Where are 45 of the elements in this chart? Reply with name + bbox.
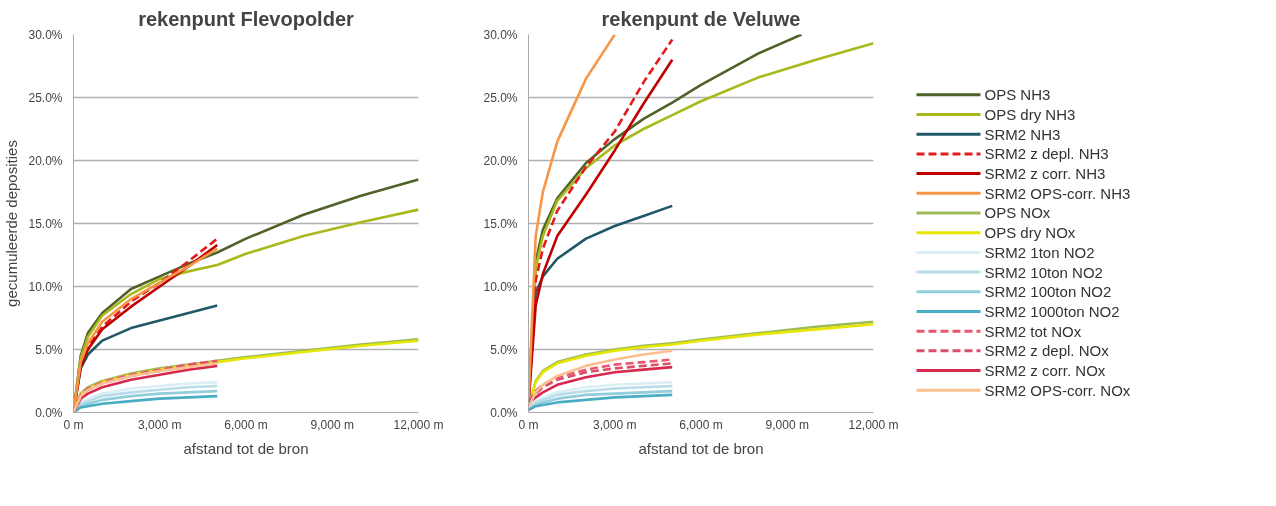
- x-axis-title: afstand tot de bron: [638, 439, 764, 457]
- y-tick-label: 30.0%: [28, 27, 63, 42]
- legend-label: SRM2 z corr. NH3: [984, 165, 1106, 183]
- y-tick-label: 20.0%: [28, 153, 63, 168]
- y-tick-label: 20.0%: [483, 153, 518, 168]
- x-tick-label: 6,000 m: [224, 417, 268, 432]
- y-tick-label: 0.0%: [35, 405, 63, 420]
- legend-label: SRM2 z depl. NOx: [984, 342, 1110, 360]
- y-tick-label: 30.0%: [483, 27, 518, 42]
- chart-title: rekenpunt de Veluwe: [601, 7, 801, 30]
- legend-label: OPS dry NH3: [984, 106, 1076, 124]
- y-axis-title: gecumuleerde deposities: [3, 140, 21, 307]
- x-tick-label: 12,000 m: [393, 417, 444, 432]
- y-tick-label: 0.0%: [490, 405, 518, 420]
- y-tick-label: 25.0%: [483, 90, 518, 105]
- y-tick-label: 10.0%: [28, 279, 63, 294]
- y-tick-label: 10.0%: [483, 279, 518, 294]
- legend-label: SRM2 100ton NO2: [984, 283, 1112, 301]
- x-tick-label: 0 m: [518, 417, 539, 432]
- x-axis-title: afstand tot de bron: [183, 439, 309, 457]
- x-tick-label: 0 m: [63, 417, 84, 432]
- y-tick-label: 15.0%: [483, 216, 518, 231]
- y-tick-label: 5.0%: [490, 342, 518, 357]
- legend-label: SRM2 z corr. NOx: [984, 362, 1106, 380]
- legend-label: OPS NOx: [984, 204, 1051, 222]
- x-tick-label: 3,000 m: [593, 417, 637, 432]
- y-tick-label: 5.0%: [35, 342, 63, 357]
- legend-label: SRM2 10ton NO2: [984, 263, 1103, 281]
- x-tick-label: 9,000 m: [765, 417, 809, 432]
- legend-label: SRM2 z depl. NH3: [984, 145, 1109, 163]
- x-tick-label: 6,000 m: [679, 417, 723, 432]
- x-tick-label: 3,000 m: [138, 417, 182, 432]
- legend-label: SRM2 1ton NO2: [984, 243, 1095, 261]
- chart-title: rekenpunt Flevopolder: [138, 7, 355, 30]
- y-tick-label: 25.0%: [28, 90, 63, 105]
- x-tick-label: 12,000 m: [848, 417, 899, 432]
- legend-label: SRM2 OPS-corr. NOx: [984, 381, 1131, 399]
- legend-label: SRM2 1000ton NO2: [984, 302, 1120, 320]
- legend-label: OPS NH3: [984, 86, 1051, 104]
- legend-label: SRM2 NH3: [984, 125, 1061, 143]
- legend-label: OPS dry NOx: [984, 224, 1076, 242]
- x-tick-label: 9,000 m: [310, 417, 354, 432]
- legend-label: SRM2 OPS-corr. NH3: [984, 184, 1131, 202]
- y-tick-label: 15.0%: [28, 216, 63, 231]
- legend-label: SRM2 tot NOx: [984, 322, 1082, 340]
